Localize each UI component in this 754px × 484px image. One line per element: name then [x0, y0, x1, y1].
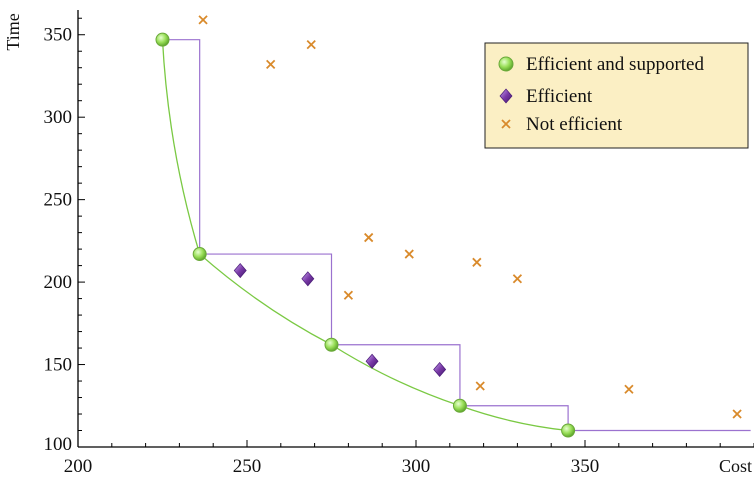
x-tick-label: 350	[571, 456, 600, 477]
point-efficient-supported	[452, 398, 467, 413]
cross-stroke	[472, 257, 482, 267]
point-not-efficient	[343, 290, 354, 300]
cross-stroke	[306, 39, 316, 50]
legend-box	[484, 42, 749, 149]
legend-label-efficient: Efficient	[526, 86, 593, 107]
cross-stroke	[404, 249, 414, 259]
point-not-efficient	[475, 381, 485, 391]
point-not-efficient	[624, 384, 634, 394]
point-not-efficient	[266, 59, 276, 70]
cross-stroke	[732, 409, 742, 419]
cross-stroke	[624, 384, 634, 394]
y-tick-label: 200	[44, 272, 73, 293]
legend: Efficient and supported Efficient Not ef…	[484, 42, 749, 149]
point-efficient	[433, 361, 447, 378]
supported-frontier-line	[161, 39, 569, 432]
legend-marker-not-efficient	[501, 119, 511, 129]
x-tick-label: 250	[233, 456, 262, 477]
point-not-efficient	[404, 249, 414, 259]
cross-stroke	[266, 59, 276, 70]
cross-stroke	[198, 15, 208, 25]
point-efficient-supported	[192, 247, 207, 262]
point-efficient-supported	[324, 337, 339, 352]
point-efficient	[301, 271, 315, 287]
y-tick-label: 250	[44, 190, 73, 211]
cross-stroke	[343, 290, 354, 300]
point-not-efficient	[472, 257, 482, 267]
point-not-efficient	[364, 232, 374, 243]
point-efficient	[365, 353, 379, 369]
cross-stroke	[475, 381, 485, 391]
step-frontier-line	[162, 39, 751, 432]
y-tick-label: 300	[44, 107, 73, 128]
legend-label-not-efficient: Not efficient	[526, 114, 623, 135]
y-tick-label: 100	[44, 434, 73, 455]
y-axis-label: Time	[3, 13, 23, 50]
point-efficient-supported	[561, 423, 576, 438]
point-not-efficient	[306, 39, 316, 50]
x-tick-label: 300	[402, 456, 431, 477]
point-not-efficient	[198, 15, 208, 25]
legend-marker-efficient-supported	[498, 56, 514, 72]
cross-stroke	[512, 274, 523, 284]
cross-stroke	[364, 232, 374, 243]
legend-marker-efficient	[499, 88, 513, 104]
y-tick-label: 350	[44, 25, 73, 46]
point-efficient	[233, 263, 247, 279]
y-tick-label: 150	[44, 355, 73, 376]
point-not-efficient	[512, 274, 523, 284]
point-efficient-supported	[155, 32, 170, 47]
legend-label-efficient-supported: Efficient and supported	[526, 54, 704, 75]
x-tick-label: 200	[64, 456, 93, 477]
x-axis-label: Cost	[719, 456, 752, 476]
point-not-efficient	[732, 409, 742, 419]
